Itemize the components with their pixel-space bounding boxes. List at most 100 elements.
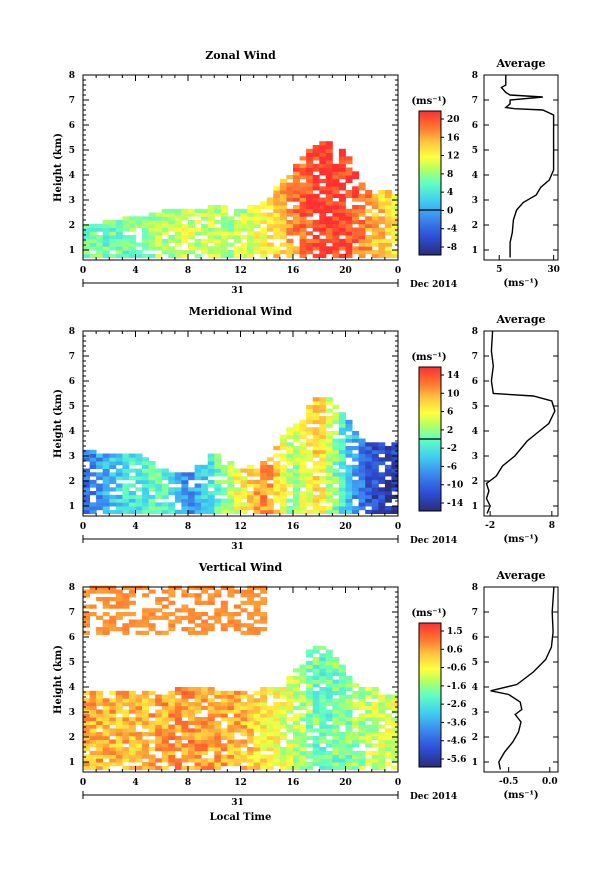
heatmap-cell: [391, 250, 399, 255]
heatmap-cell: [338, 679, 346, 684]
heatmap-cell: [338, 750, 346, 755]
heatmap-cell: [233, 227, 241, 232]
heatmap-cell: [358, 205, 366, 210]
heatmap-cell: [247, 754, 255, 759]
heatmap-cell: [286, 461, 294, 466]
heatmap-cell: [391, 442, 399, 447]
heatmap-cell: [83, 690, 90, 695]
heatmap-cell: [293, 250, 300, 255]
heatmap-cell: [312, 664, 320, 669]
heatmap-cell: [174, 765, 182, 770]
heatmap-cell: [253, 220, 261, 225]
heatmap-cell: [312, 758, 320, 763]
heatmap-cell: [247, 502, 255, 507]
heatmap-cell: [142, 630, 150, 635]
heatmap-cell: [391, 457, 399, 462]
x-tick-label: 4: [132, 522, 138, 532]
heatmap-cell: [247, 205, 255, 210]
heatmap-cell: [338, 690, 346, 695]
heatmap-cell: [227, 747, 235, 752]
heatmap-cell: [214, 231, 222, 236]
heatmap-cell: [352, 438, 360, 443]
heatmap-cell: [365, 687, 373, 692]
heatmap-cell: [299, 702, 307, 707]
heatmap-cell: [312, 479, 320, 484]
heatmap-cell: [128, 589, 136, 594]
heatmap-cell: [299, 690, 307, 695]
heatmap-cell: [273, 754, 281, 759]
heatmap-cell: [371, 762, 379, 767]
heatmap-cell: [352, 765, 360, 770]
heatmap-cell: [325, 660, 333, 665]
heatmap-cell: [220, 479, 228, 484]
heatmap-cell: [325, 464, 333, 469]
heatmap-cell: [207, 205, 215, 210]
heatmap-cell: [378, 747, 386, 752]
heatmap-cell: [332, 223, 340, 228]
heatmap-cell: [89, 589, 97, 594]
heatmap-cell: [109, 702, 117, 707]
heatmap-cell: [293, 193, 300, 198]
heatmap-cell: [319, 186, 327, 191]
heatmap-cell: [201, 468, 209, 473]
heatmap-cell: [168, 506, 176, 511]
heatmap-cell: [365, 235, 373, 240]
heatmap-cell: [358, 479, 366, 484]
heatmap-cell: [201, 250, 209, 255]
heatmap-cell: [378, 446, 386, 451]
heatmap-cell: [358, 739, 366, 744]
heatmap-cell: [332, 728, 340, 733]
heatmap-cell: [371, 758, 379, 763]
heatmap-cell: [306, 664, 314, 669]
heatmap-cell: [174, 498, 182, 503]
heatmap-cell: [83, 494, 90, 499]
heatmap-cell: [188, 754, 195, 759]
heatmap-cell: [306, 208, 314, 213]
heatmap-cell: [109, 732, 117, 737]
heatmap-cell: [332, 235, 340, 240]
heatmap-cell: [332, 476, 340, 481]
heatmap-cell: [135, 702, 143, 707]
heatmap-cell: [247, 585, 255, 590]
heatmap-cell: [142, 235, 150, 240]
heatmap-cell: [293, 449, 300, 454]
heatmap-cell: [338, 698, 346, 703]
heatmap-cell: [306, 160, 314, 165]
heatmap-cell: [358, 464, 366, 469]
heatmap-cell: [365, 702, 373, 707]
heatmap-cell: [102, 735, 110, 740]
heatmap-cell: [227, 754, 235, 759]
heatmap-cell: [371, 201, 379, 206]
heatmap-cell: [371, 453, 379, 458]
heatmap-cell: [306, 660, 314, 665]
heatmap-cell: [122, 491, 130, 496]
heatmap-cell: [371, 732, 379, 737]
heatmap-cell: [371, 502, 379, 507]
x-tick-label: 0: [395, 778, 401, 788]
heatmap-cell: [194, 694, 202, 699]
heatmap-cell: [240, 223, 248, 228]
avg-x-tick-label: 30: [547, 265, 560, 275]
heatmap-cell: [378, 702, 386, 707]
heatmap-cell: [312, 668, 320, 673]
heatmap-cell: [220, 762, 228, 767]
heatmap-cell: [174, 690, 182, 695]
heatmap-cell: [102, 238, 110, 243]
heatmap-cell: [378, 476, 386, 481]
heatmap-cell: [188, 765, 195, 770]
heatmap-cell: [260, 709, 268, 714]
heatmap-cell: [384, 735, 392, 740]
heatmap-cell: [352, 171, 360, 176]
heatmap-cell: [358, 220, 366, 225]
heatmap-cell: [279, 720, 287, 725]
heatmap-cell: [181, 765, 189, 770]
heatmap-cell: [233, 506, 241, 511]
heatmap-cell: [188, 509, 195, 514]
heatmap-cell: [247, 735, 255, 740]
heatmap-cell: [102, 220, 110, 225]
colorbar-tick-label: -6: [447, 462, 457, 472]
heatmap-cell: [188, 732, 195, 737]
heatmap-cell: [253, 604, 261, 609]
heatmap-cell: [286, 675, 294, 680]
heatmap-cell: [161, 487, 169, 492]
